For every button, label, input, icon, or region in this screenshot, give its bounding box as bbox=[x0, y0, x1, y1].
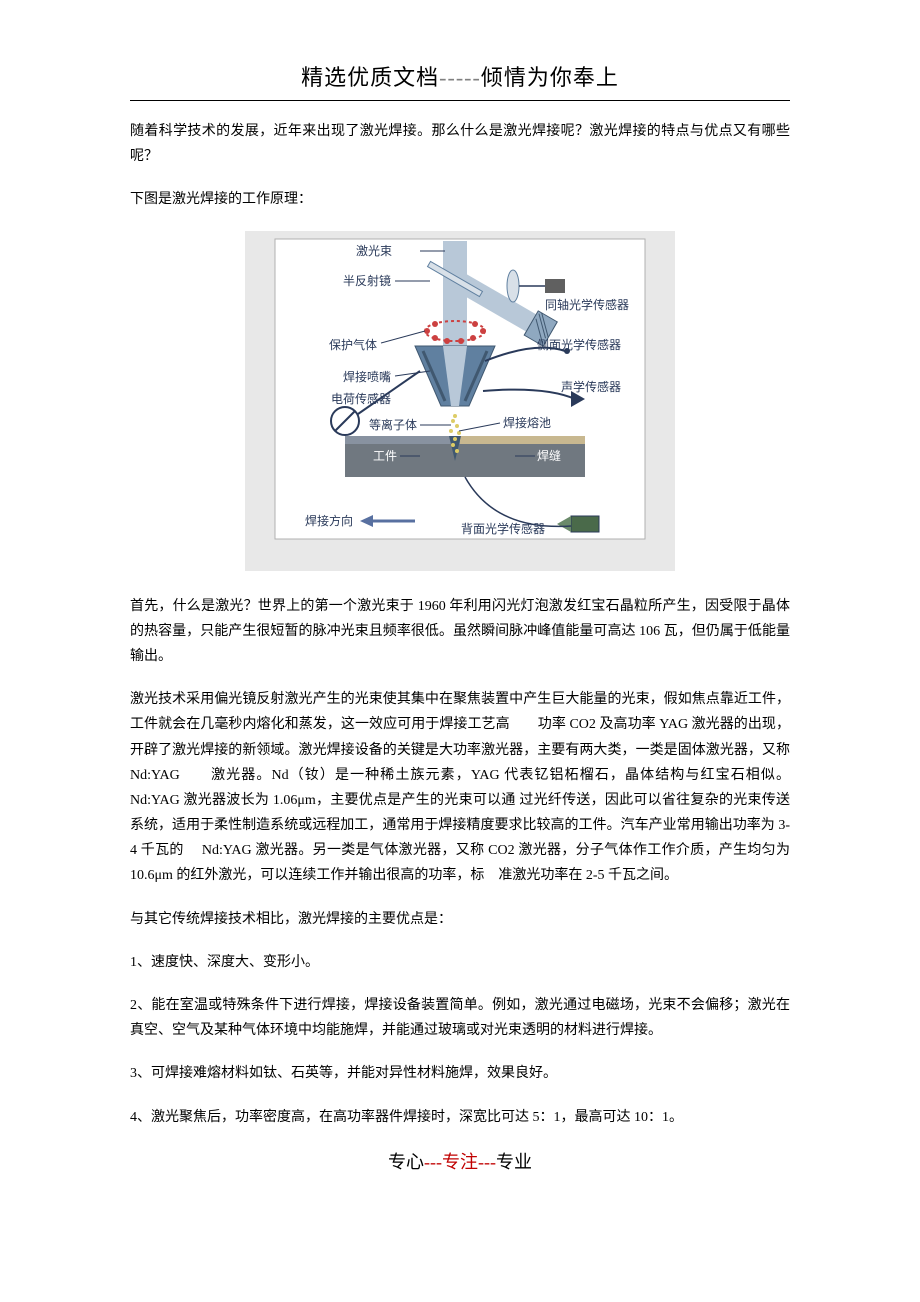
label-weld-seam: 焊缝 bbox=[537, 448, 561, 463]
intro-paragraph-1: 随着科学技术的发展，近年来出现了激光焊接。那么什么是激光焊接呢？激光焊接的特点与… bbox=[130, 119, 790, 169]
body-paragraph-5: 与其它传统焊接技术相比，激光焊接的主要优点是： bbox=[130, 907, 790, 932]
footer-right: 专业 bbox=[496, 1152, 532, 1172]
footer-left: 专心 bbox=[388, 1152, 424, 1172]
body-paragraph-6: 1、速度快、深度大、变形小。 bbox=[130, 950, 790, 975]
label-shield-gas: 保护气体 bbox=[329, 337, 377, 352]
label-weld-pool: 焊接熔池 bbox=[503, 415, 551, 430]
label-weld-direction: 焊接方向 bbox=[305, 513, 353, 528]
label-acoustic-sensor: 声学传感器 bbox=[561, 379, 621, 394]
footer-mid: 专注 bbox=[442, 1152, 478, 1172]
page-footer: 专心---专注---专业 bbox=[130, 1148, 790, 1174]
intro-paragraph-2: 下图是激光焊接的工作原理： bbox=[130, 187, 790, 212]
label-workpiece: 工件 bbox=[373, 449, 397, 463]
laser-welding-diagram: 激光束 半反射镜 同轴光学传感器 保护气体 侧面光学传感器 焊接喷嘴 声学传感器… bbox=[245, 231, 675, 571]
label-charge-sensor: 电荷传感器 bbox=[331, 391, 391, 406]
body-paragraph-7: 2、能在室温或特殊条件下进行焊接，焊接设备装置简单。例如，激光通过电磁场，光束不… bbox=[130, 993, 790, 1043]
body-paragraph-8: 3、可焊接难熔材料如钛、石英等，并能对异性材料施焊，效果良好。 bbox=[130, 1061, 790, 1086]
body-paragraph-9: 4、激光聚焦后，功率密度高，在高功率器件焊接时，深宽比可达 5：1，最高可达 1… bbox=[130, 1105, 790, 1130]
label-coaxial-sensor: 同轴光学传感器 bbox=[545, 297, 629, 312]
label-weld-nozzle: 焊接喷嘴 bbox=[343, 369, 391, 384]
footer-sep-1: --- bbox=[424, 1152, 442, 1172]
header-title-right: 倾情为你奉上 bbox=[481, 65, 619, 90]
header-divider bbox=[130, 100, 790, 101]
header-title-left: 精选优质文档 bbox=[301, 65, 439, 90]
label-side-sensor: 侧面光学传感器 bbox=[537, 337, 621, 352]
footer-sep-2: --- bbox=[478, 1152, 496, 1172]
header-title-sep: ----- bbox=[439, 65, 481, 90]
principle-diagram-wrap: 激光束 半反射镜 同轴光学传感器 保护气体 侧面光学传感器 焊接喷嘴 声学传感器… bbox=[130, 231, 790, 576]
label-back-sensor: 背面光学传感器 bbox=[461, 521, 545, 536]
page-header-title: 精选优质文档-----倾情为你奉上 bbox=[130, 60, 790, 92]
body-paragraph-4: 激光技术采用偏光镜反射激光产生的光束使其集中在聚焦装置中产生巨大能量的光束，假如… bbox=[130, 687, 790, 889]
label-plasma: 等离子体 bbox=[369, 417, 417, 432]
label-laser-beam: 激光束 bbox=[356, 244, 392, 258]
body-paragraph-3: 首先，什么是激光？世界上的第一个激光束于 1960 年利用闪光灯泡激发红宝石晶粒… bbox=[130, 594, 790, 670]
label-half-mirror: 半反射镜 bbox=[343, 273, 391, 288]
